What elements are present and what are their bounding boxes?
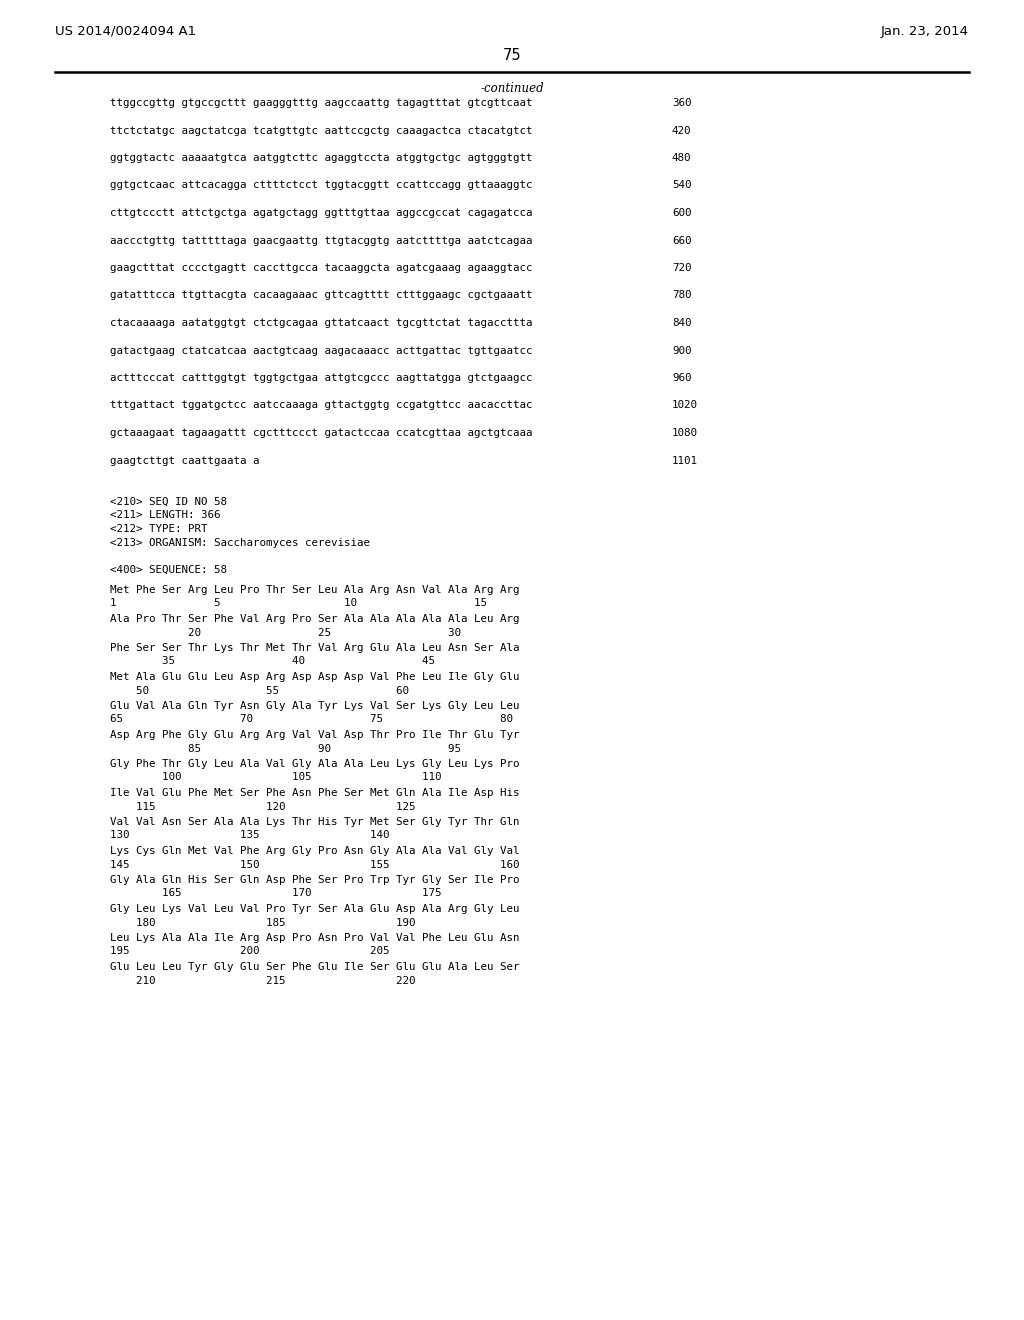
Text: ggtgctcaac attcacagga cttttctcct tggtacggtt ccattccagg gttaaaggtc: ggtgctcaac attcacagga cttttctcct tggtacg… <box>110 181 532 190</box>
Text: 180                 185                 190: 180 185 190 <box>110 917 416 928</box>
Text: Asp Arg Phe Gly Glu Arg Arg Val Val Asp Thr Pro Ile Thr Glu Tyr: Asp Arg Phe Gly Glu Arg Arg Val Val Asp … <box>110 730 519 741</box>
Text: Lys Cys Gln Met Val Phe Arg Gly Pro Asn Gly Ala Ala Val Gly Val: Lys Cys Gln Met Val Phe Arg Gly Pro Asn … <box>110 846 519 855</box>
Text: 900: 900 <box>672 346 691 355</box>
Text: Gly Leu Lys Val Leu Val Pro Tyr Ser Ala Glu Asp Ala Arg Gly Leu: Gly Leu Lys Val Leu Val Pro Tyr Ser Ala … <box>110 904 519 913</box>
Text: ctacaaaaga aatatggtgt ctctgcagaa gttatcaact tgcgttctat tagaccttta: ctacaaaaga aatatggtgt ctctgcagaa gttatca… <box>110 318 532 327</box>
Text: -continued: -continued <box>480 82 544 95</box>
Text: 480: 480 <box>672 153 691 162</box>
Text: <211> LENGTH: 366: <211> LENGTH: 366 <box>110 511 220 520</box>
Text: <213> ORGANISM: Saccharomyces cerevisiae: <213> ORGANISM: Saccharomyces cerevisiae <box>110 537 370 548</box>
Text: aaccctgttg tatttttaga gaacgaattg ttgtacggtg aatcttttga aatctcagaa: aaccctgttg tatttttaga gaacgaattg ttgtacg… <box>110 235 532 246</box>
Text: 35                  40                  45: 35 40 45 <box>110 656 435 667</box>
Text: 20                  25                  30: 20 25 30 <box>110 627 461 638</box>
Text: Glu Leu Leu Tyr Gly Glu Ser Phe Glu Ile Ser Glu Glu Ala Leu Ser: Glu Leu Leu Tyr Gly Glu Ser Phe Glu Ile … <box>110 962 519 972</box>
Text: 85                  90                  95: 85 90 95 <box>110 743 461 754</box>
Text: gaagtcttgt caattgaata a: gaagtcttgt caattgaata a <box>110 455 259 466</box>
Text: 600: 600 <box>672 209 691 218</box>
Text: <400> SEQUENCE: 58: <400> SEQUENCE: 58 <box>110 565 227 576</box>
Text: Ala Pro Thr Ser Phe Val Arg Pro Ser Ala Ala Ala Ala Ala Leu Arg: Ala Pro Thr Ser Phe Val Arg Pro Ser Ala … <box>110 614 519 624</box>
Text: Met Phe Ser Arg Leu Pro Thr Ser Leu Ala Arg Asn Val Ala Arg Arg: Met Phe Ser Arg Leu Pro Thr Ser Leu Ala … <box>110 585 519 595</box>
Text: 840: 840 <box>672 318 691 327</box>
Text: 65                  70                  75                  80: 65 70 75 80 <box>110 714 513 725</box>
Text: 75: 75 <box>503 48 521 63</box>
Text: Glu Val Ala Gln Tyr Asn Gly Ala Tyr Lys Val Ser Lys Gly Leu Leu: Glu Val Ala Gln Tyr Asn Gly Ala Tyr Lys … <box>110 701 519 711</box>
Text: 1020: 1020 <box>672 400 698 411</box>
Text: Jan. 23, 2014: Jan. 23, 2014 <box>881 25 969 38</box>
Text: cttgtccctt attctgctga agatgctagg ggtttgttaa aggccgccat cagagatcca: cttgtccctt attctgctga agatgctagg ggtttgt… <box>110 209 532 218</box>
Text: <210> SEQ ID NO 58: <210> SEQ ID NO 58 <box>110 498 227 507</box>
Text: Phe Ser Ser Thr Lys Thr Met Thr Val Arg Glu Ala Leu Asn Ser Ala: Phe Ser Ser Thr Lys Thr Met Thr Val Arg … <box>110 643 519 653</box>
Text: 360: 360 <box>672 98 691 108</box>
Text: Leu Lys Ala Ala Ile Arg Asp Pro Asn Pro Val Val Phe Leu Glu Asn: Leu Lys Ala Ala Ile Arg Asp Pro Asn Pro … <box>110 933 519 942</box>
Text: Met Ala Glu Glu Leu Asp Arg Asp Asp Asp Val Phe Leu Ile Gly Glu: Met Ala Glu Glu Leu Asp Arg Asp Asp Asp … <box>110 672 519 682</box>
Text: 1101: 1101 <box>672 455 698 466</box>
Text: 960: 960 <box>672 374 691 383</box>
Text: 1080: 1080 <box>672 428 698 438</box>
Text: 145                 150                 155                 160: 145 150 155 160 <box>110 859 519 870</box>
Text: <212> TYPE: PRT: <212> TYPE: PRT <box>110 524 208 535</box>
Text: Gly Ala Gln His Ser Gln Asp Phe Ser Pro Trp Tyr Gly Ser Ile Pro: Gly Ala Gln His Ser Gln Asp Phe Ser Pro … <box>110 875 519 884</box>
Text: gctaaagaat tagaagattt cgctttccct gatactccaa ccatcgttaa agctgtcaaa: gctaaagaat tagaagattt cgctttccct gatactc… <box>110 428 532 438</box>
Text: tttgattact tggatgctcc aatccaaaga gttactggtg ccgatgttcc aacaccttac: tttgattact tggatgctcc aatccaaaga gttactg… <box>110 400 532 411</box>
Text: 165                 170                 175: 165 170 175 <box>110 888 441 899</box>
Text: 540: 540 <box>672 181 691 190</box>
Text: 195                 200                 205: 195 200 205 <box>110 946 389 957</box>
Text: 50                  55                  60: 50 55 60 <box>110 685 409 696</box>
Text: gatatttcca ttgttacgta cacaagaaac gttcagtttt ctttggaagc cgctgaaatt: gatatttcca ttgttacgta cacaagaaac gttcagt… <box>110 290 532 301</box>
Text: ttggccgttg gtgccgcttt gaagggtttg aagccaattg tagagtttat gtcgttcaat: ttggccgttg gtgccgcttt gaagggtttg aagccaa… <box>110 98 532 108</box>
Text: US 2014/0024094 A1: US 2014/0024094 A1 <box>55 25 197 38</box>
Text: Gly Phe Thr Gly Leu Ala Val Gly Ala Ala Leu Lys Gly Leu Lys Pro: Gly Phe Thr Gly Leu Ala Val Gly Ala Ala … <box>110 759 519 770</box>
Text: ttctctatgc aagctatcga tcatgttgtc aattccgctg caaagactca ctacatgtct: ttctctatgc aagctatcga tcatgttgtc aattccg… <box>110 125 532 136</box>
Text: 100                 105                 110: 100 105 110 <box>110 772 441 783</box>
Text: ggtggtactc aaaaatgtca aatggtcttc agaggtccta atggtgctgc agtgggtgtt: ggtggtactc aaaaatgtca aatggtcttc agaggtc… <box>110 153 532 162</box>
Text: actttcccat catttggtgt tggtgctgaa attgtcgccc aagttatgga gtctgaagcc: actttcccat catttggtgt tggtgctgaa attgtcg… <box>110 374 532 383</box>
Text: gatactgaag ctatcatcaa aactgtcaag aagacaaacc acttgattac tgttgaatcc: gatactgaag ctatcatcaa aactgtcaag aagacaa… <box>110 346 532 355</box>
Text: gaagctttat cccctgagtt caccttgcca tacaaggcta agatcgaaag agaaggtacc: gaagctttat cccctgagtt caccttgcca tacaagg… <box>110 263 532 273</box>
Text: 780: 780 <box>672 290 691 301</box>
Text: 130                 135                 140: 130 135 140 <box>110 830 389 841</box>
Text: 660: 660 <box>672 235 691 246</box>
Text: 210                 215                 220: 210 215 220 <box>110 975 416 986</box>
Text: 420: 420 <box>672 125 691 136</box>
Text: 720: 720 <box>672 263 691 273</box>
Text: 115                 120                 125: 115 120 125 <box>110 801 416 812</box>
Text: 1               5                   10                  15: 1 5 10 15 <box>110 598 487 609</box>
Text: Ile Val Glu Phe Met Ser Phe Asn Phe Ser Met Gln Ala Ile Asp His: Ile Val Glu Phe Met Ser Phe Asn Phe Ser … <box>110 788 519 799</box>
Text: Val Val Asn Ser Ala Ala Lys Thr His Tyr Met Ser Gly Tyr Thr Gln: Val Val Asn Ser Ala Ala Lys Thr His Tyr … <box>110 817 519 828</box>
